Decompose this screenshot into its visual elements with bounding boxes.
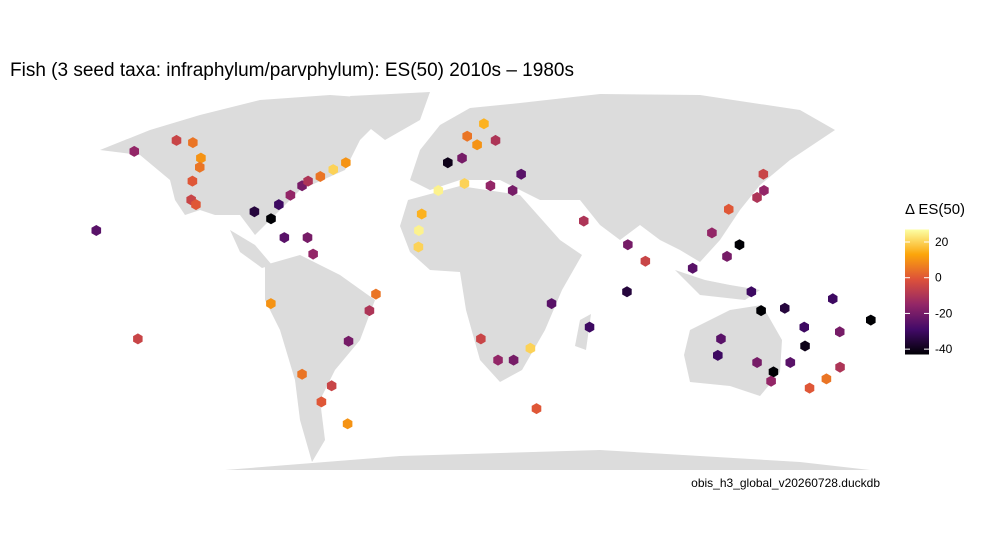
legend-title: Δ ES(50)	[905, 201, 965, 218]
cell	[835, 326, 845, 338]
cell	[328, 164, 338, 176]
cell	[640, 255, 651, 267]
cell	[780, 302, 790, 314]
cell	[413, 241, 424, 253]
cell	[828, 293, 838, 305]
cell	[433, 185, 444, 196]
cell	[416, 208, 427, 220]
cell	[326, 380, 337, 392]
legend-tick-label: 20	[935, 235, 949, 249]
cell	[584, 321, 595, 333]
cell	[821, 373, 832, 385]
legend-tick-label: -40	[935, 342, 953, 356]
cell	[459, 178, 470, 189]
cell	[799, 321, 809, 333]
cell	[485, 180, 496, 192]
cell	[508, 354, 519, 366]
cell	[303, 175, 313, 187]
legend-tick-label: -20	[935, 306, 953, 320]
cell	[195, 161, 205, 173]
cell	[302, 232, 313, 244]
cell	[525, 342, 536, 354]
cell	[274, 199, 284, 211]
cell	[507, 185, 518, 196]
cell	[800, 340, 810, 352]
cell	[713, 349, 723, 361]
cell	[746, 286, 757, 298]
cell	[443, 157, 453, 169]
cell	[91, 225, 102, 236]
cell	[462, 130, 472, 142]
cell	[196, 152, 206, 164]
cell	[341, 157, 351, 169]
cell	[133, 333, 143, 345]
cell	[804, 382, 815, 394]
cell	[516, 168, 526, 180]
cell	[279, 232, 290, 244]
cell	[472, 139, 482, 151]
cell	[191, 199, 201, 211]
cell	[266, 213, 276, 225]
cell	[364, 305, 375, 317]
cell	[734, 239, 745, 251]
cell	[687, 262, 698, 274]
cell	[622, 286, 632, 298]
cell	[490, 134, 501, 146]
cell	[476, 333, 486, 345]
legend: 20 0 -20 -40	[905, 235, 953, 356]
cells	[91, 118, 876, 430]
cell	[297, 368, 307, 380]
cell	[866, 314, 876, 326]
cell	[716, 333, 726, 345]
cell	[479, 118, 489, 130]
cell	[546, 298, 557, 310]
cell	[315, 171, 326, 182]
cell	[756, 305, 766, 317]
cell	[785, 357, 796, 368]
cell	[623, 239, 633, 251]
cell	[579, 215, 589, 227]
cell	[171, 134, 182, 146]
cell	[759, 185, 769, 196]
cell	[249, 206, 260, 218]
land	[100, 92, 870, 470]
cell	[342, 418, 353, 430]
colorbar	[905, 229, 929, 355]
map-title: Fish (3 seed taxa: infraphylum/parvphylu…	[10, 60, 574, 81]
cell	[835, 361, 845, 373]
cell	[308, 248, 318, 260]
cell	[285, 189, 296, 201]
cell	[724, 203, 734, 215]
cell	[343, 335, 354, 347]
cell	[187, 175, 198, 187]
cell	[316, 396, 327, 408]
cell	[722, 250, 732, 262]
cell	[371, 288, 381, 300]
cell	[493, 354, 503, 366]
cell	[531, 403, 542, 415]
cell	[188, 137, 198, 149]
legend-tick-label: 0	[935, 271, 942, 285]
cell	[707, 227, 717, 239]
cell	[766, 375, 776, 387]
cell	[129, 145, 139, 157]
cell	[457, 152, 467, 164]
caption: obis_h3_global_v20260728.duckdb	[691, 476, 880, 490]
cell	[414, 225, 424, 236]
cell	[752, 192, 762, 203]
cell	[768, 366, 779, 378]
cell	[266, 298, 276, 310]
cell	[752, 357, 762, 368]
cell	[758, 168, 769, 180]
